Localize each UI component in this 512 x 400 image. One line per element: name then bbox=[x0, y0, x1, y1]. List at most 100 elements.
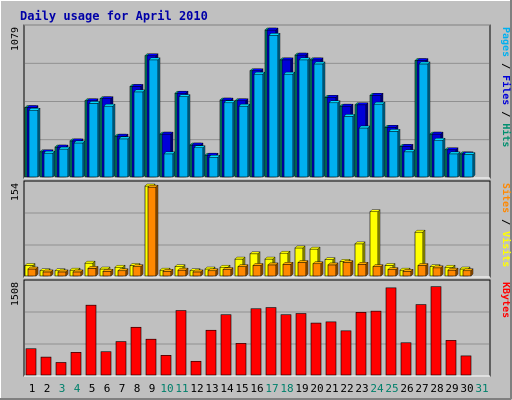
bar-pages-day-8-side bbox=[142, 89, 146, 178]
bar-pages-day-14-face bbox=[223, 102, 234, 178]
bar-kbytes-day-16 bbox=[250, 308, 262, 376]
bar-sites-day-29-side bbox=[455, 267, 459, 277]
bar-kbytes-day-11 bbox=[175, 310, 187, 376]
bar-pages-day-10-face bbox=[163, 153, 174, 178]
bar-kbytes-day-12 bbox=[190, 360, 202, 376]
bar-pages-day-13 bbox=[208, 154, 221, 178]
bar-pages-day-17-face bbox=[268, 35, 279, 178]
bar-kbytes-day-13 bbox=[205, 329, 217, 376]
bar-sites-day-26 bbox=[402, 268, 414, 277]
legend-visits: Visits bbox=[500, 231, 512, 267]
bar-sites-day-17-side bbox=[275, 262, 279, 277]
x-day-label: 7 bbox=[119, 382, 126, 395]
bar-pages-day-11 bbox=[178, 94, 191, 178]
bar-sites-day-26-face bbox=[402, 271, 412, 277]
legend-sites: Sites bbox=[500, 183, 512, 213]
bar-pages-day-30-face bbox=[463, 154, 474, 178]
bar-sites-day-16-face bbox=[252, 265, 262, 277]
bar-sites-day-19 bbox=[297, 260, 309, 277]
bar-sites-day-24-face bbox=[372, 266, 382, 277]
x-day-label: 12 bbox=[190, 382, 203, 395]
x-day-label: 13 bbox=[205, 382, 218, 395]
bar-pages-day-24-face bbox=[373, 103, 384, 178]
bar-pages-day-14-side bbox=[232, 100, 236, 178]
bar-sites-day-18-side bbox=[290, 261, 294, 277]
bar-pages-day-27 bbox=[418, 61, 431, 178]
legend-labels: Pages / Files / Hits bbox=[500, 27, 512, 147]
legend-files: Files bbox=[500, 75, 512, 105]
bar-pages-day-1 bbox=[28, 107, 41, 178]
bar-sites-day-1-side bbox=[35, 266, 39, 277]
bar-pages-day-4-face bbox=[73, 142, 84, 178]
x-day-label: 9 bbox=[149, 382, 156, 395]
bars bbox=[24, 27, 476, 376]
bar-sites-day-14-face bbox=[222, 269, 232, 277]
x-day-label: 31 bbox=[475, 382, 488, 395]
bar-sites-day-22 bbox=[342, 260, 354, 277]
bar-sites-day-13 bbox=[207, 268, 219, 277]
bar-sites-day-13-side bbox=[215, 268, 219, 277]
x-day-label: 21 bbox=[325, 382, 338, 395]
bar-sites-day-22-face bbox=[342, 262, 352, 277]
bar-sites-day-27-side bbox=[425, 262, 429, 277]
x-day-label: 17 bbox=[265, 382, 278, 395]
x-day-label: 25 bbox=[385, 382, 398, 395]
bar-sites-day-15-side bbox=[245, 264, 249, 277]
legend-pages: Pages bbox=[500, 27, 511, 57]
x-day-label: 2 bbox=[44, 382, 51, 395]
bar-sites-day-8-face bbox=[132, 266, 142, 277]
bar-pages-day-11-side bbox=[187, 94, 191, 178]
bar-kbytes-day-30 bbox=[460, 355, 472, 376]
legend-separator: / bbox=[500, 213, 511, 231]
x-day-label: 10 bbox=[160, 382, 173, 395]
bar-kbytes-day-4 bbox=[70, 352, 82, 376]
bar-pages-day-13-face bbox=[208, 156, 219, 178]
bar-sites-day-15-face bbox=[237, 266, 247, 277]
bar-kbytes-day-20 bbox=[310, 322, 322, 376]
bar-sites-day-14 bbox=[222, 267, 234, 277]
bar-kbytes-day-28 bbox=[430, 286, 442, 376]
x-day-label: 1 bbox=[29, 382, 36, 395]
bar-sites-day-7-face bbox=[117, 270, 127, 277]
bar-pages-day-9 bbox=[148, 57, 161, 178]
bar-sites-day-11 bbox=[177, 267, 189, 277]
bar-kbytes-day-18 bbox=[280, 314, 292, 376]
bar-sites-day-18 bbox=[282, 261, 294, 277]
bar-pages-day-23 bbox=[358, 125, 371, 178]
bar-sites-day-22-side bbox=[350, 260, 354, 277]
bar-kbytes-day-7 bbox=[115, 341, 127, 376]
bar-kbytes-day-6 bbox=[100, 351, 112, 376]
x-day-label: 11 bbox=[175, 382, 188, 395]
bar-sites-day-20 bbox=[312, 261, 324, 277]
bar-pages-day-29 bbox=[448, 151, 461, 178]
bar-pages-day-29-face bbox=[448, 153, 459, 178]
bar-sites-day-29 bbox=[447, 267, 459, 277]
bar-pages-day-28-face bbox=[433, 139, 444, 178]
bar-sites-day-16-side bbox=[260, 262, 264, 277]
bar-pages-day-6-face bbox=[103, 105, 114, 178]
bar-sites-day-5-side bbox=[95, 265, 99, 277]
bar-pages-day-21-face bbox=[328, 102, 339, 178]
bar-pages-day-14 bbox=[223, 100, 236, 178]
bar-pages-day-30 bbox=[463, 152, 476, 178]
x-day-label: 23 bbox=[355, 382, 368, 395]
bar-sites-day-12 bbox=[192, 269, 204, 277]
bar-pages-day-18 bbox=[283, 71, 296, 178]
bar-sites-day-19-face bbox=[297, 262, 307, 277]
bar-sites-day-1 bbox=[27, 266, 39, 277]
bar-pages-day-21 bbox=[328, 100, 341, 178]
bar-pages-day-26 bbox=[403, 149, 416, 178]
bar-pages-day-28 bbox=[433, 137, 446, 178]
bar-pages-day-12-side bbox=[202, 145, 206, 178]
bar-sites-day-17 bbox=[267, 262, 279, 277]
bar-kbytes-day-19 bbox=[295, 313, 307, 376]
bar-pages-day-8 bbox=[133, 89, 146, 178]
bar-sites-day-21 bbox=[327, 262, 339, 277]
bar-pages-day-19 bbox=[298, 57, 311, 178]
bar-pages-day-3-side bbox=[67, 146, 71, 178]
bar-pages-day-20 bbox=[313, 61, 326, 178]
x-day-label: 24 bbox=[370, 382, 384, 395]
bar-sites-day-28-side bbox=[440, 265, 444, 277]
bar-sites-day-17-face bbox=[267, 264, 277, 277]
